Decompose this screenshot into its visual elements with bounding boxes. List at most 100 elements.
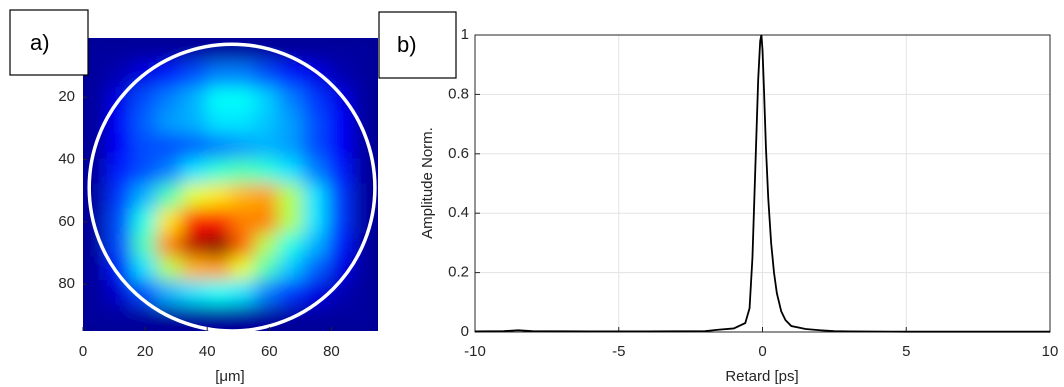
heatmap-cell — [254, 133, 280, 161]
heatmap-cell — [254, 158, 280, 186]
heatmap-cell — [131, 86, 159, 113]
heatmap-cell — [352, 280, 378, 308]
heatmap-cell — [302, 208, 330, 236]
y-axis-label: Amplitude Norm. — [419, 127, 436, 239]
heatmap-cell — [131, 158, 159, 186]
heatmap-cell — [181, 61, 209, 89]
heatmap-cell — [277, 280, 305, 308]
heatmap-cell — [231, 233, 257, 259]
heatmap-cell — [302, 158, 330, 186]
heatmap-cell — [131, 183, 159, 211]
heatmap-cell — [277, 110, 305, 136]
aperture-circle — [87, 42, 377, 331]
heatmap-cell — [106, 110, 134, 136]
heatmap-cell — [352, 208, 378, 236]
y-tick-label: 0.2 — [448, 264, 469, 281]
heatmap-cell — [231, 86, 257, 113]
heatmap-cell — [206, 158, 234, 186]
heatmap-cell — [206, 256, 234, 283]
y-tick-label: 0 — [461, 323, 469, 340]
heatmap-cell — [181, 158, 209, 186]
heatmap-cell — [352, 61, 378, 89]
heatmap-cell — [206, 110, 234, 136]
x-tick-label: -10 — [464, 343, 486, 360]
heatmap-cell — [231, 61, 257, 89]
heatmap-cell — [231, 280, 257, 308]
heatmap-cell — [254, 110, 280, 136]
heatmap-cell — [181, 110, 209, 136]
heatmap-cell — [106, 38, 134, 64]
y-tick-label: 1 — [461, 26, 469, 43]
y-tick-label: 0.4 — [448, 204, 469, 221]
label-box — [9, 9, 89, 76]
heatmap-cell — [277, 233, 305, 259]
heatmap-cell — [181, 208, 209, 236]
heatmap-cell — [156, 256, 184, 283]
heatmap-cell — [131, 256, 159, 283]
heatmap-cell — [327, 133, 355, 161]
heatmap-cell — [277, 208, 305, 236]
heatmap-cell — [131, 208, 159, 236]
heatmap-cell — [156, 61, 184, 89]
heatmap-cell — [327, 305, 355, 331]
heatmap-cell — [302, 233, 330, 259]
heatmap-cell — [254, 280, 280, 308]
heatmap-cell — [277, 61, 305, 89]
panel-label: a) — [30, 30, 50, 55]
heatmap-cell — [327, 38, 355, 64]
heatmap-cell — [181, 183, 209, 211]
heatmap-cell — [206, 86, 234, 113]
x-axis-label: [μm] — [215, 368, 244, 385]
heatmap-cell — [277, 256, 305, 283]
heatmap-cell — [302, 256, 330, 283]
heatmap-cell — [231, 305, 257, 331]
heatmap-cell — [156, 208, 184, 236]
heatmap-cell — [327, 280, 355, 308]
y-tick-label: 80 — [58, 275, 75, 292]
heatmap-cell — [83, 158, 109, 186]
heatmap-cell — [106, 233, 134, 259]
data-line — [474, 34, 1050, 333]
x-tick-label: -5 — [612, 343, 625, 360]
heatmap-cell — [83, 305, 109, 331]
heatmap-cell — [206, 61, 234, 89]
heatmap-cell — [254, 183, 280, 211]
heatmap-cell — [231, 158, 257, 186]
heatmap-cell — [106, 280, 134, 308]
x-tick-label: 0 — [79, 343, 87, 360]
heatmap-cell — [156, 133, 184, 161]
x-tick-label: 20 — [137, 343, 154, 360]
heatmap-cell — [327, 183, 355, 211]
heatmap-cell — [131, 133, 159, 161]
x-tick-label: 0 — [758, 343, 766, 360]
heatmap-cell — [106, 183, 134, 211]
heatmap-cell — [277, 158, 305, 186]
heatmap-cell — [156, 233, 184, 259]
heatmap-cell — [106, 305, 134, 331]
heatmap-cell — [206, 208, 234, 236]
heatmap-cell — [156, 158, 184, 186]
y-tick-label: 40 — [58, 151, 75, 168]
heatmap-cell — [254, 256, 280, 283]
y-tick-label: 0.6 — [448, 145, 469, 162]
axes-box — [474, 34, 1051, 333]
y-tick-label: 0.8 — [448, 85, 469, 102]
heatmap-cell — [83, 256, 109, 283]
x-tick-label: 80 — [323, 343, 340, 360]
heatmap-cell — [181, 133, 209, 161]
y-tick-label: 60 — [58, 213, 75, 230]
heatmap-cell — [231, 38, 257, 64]
heatmap-cell — [206, 38, 234, 64]
panel-label: b) — [397, 32, 417, 57]
heatmap-cell — [302, 110, 330, 136]
heatmap-cell — [181, 256, 209, 283]
heatmap-cell — [206, 233, 234, 259]
heatmap-cell — [277, 86, 305, 113]
heatmap-cell — [254, 86, 280, 113]
heatmap-cell — [206, 183, 234, 211]
y-tick-label: 20 — [58, 88, 75, 105]
heatmap-cell — [231, 133, 257, 161]
heatmap-cell — [206, 133, 234, 161]
x-tick-label: 40 — [199, 343, 216, 360]
heatmap-cell — [156, 183, 184, 211]
